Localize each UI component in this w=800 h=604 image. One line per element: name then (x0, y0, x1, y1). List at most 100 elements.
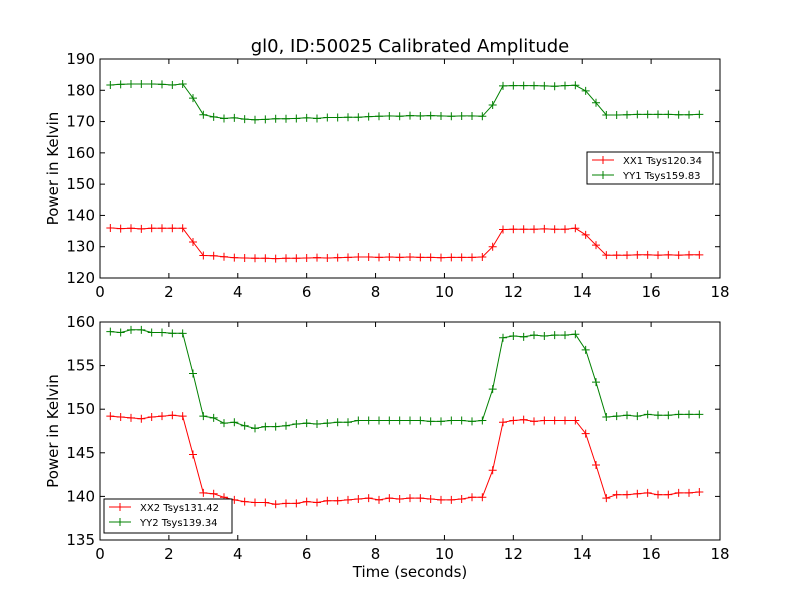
data-point (116, 413, 125, 422)
data-point (654, 110, 662, 119)
data-point (282, 254, 290, 263)
data-point (333, 418, 342, 427)
series-line (110, 414, 700, 505)
data-point (571, 330, 580, 339)
data-point (602, 251, 611, 260)
data-point (158, 224, 166, 233)
data-point (581, 86, 590, 95)
data-point (406, 494, 414, 503)
legend-entry-label: XX2 Tsys131.42 (140, 503, 219, 514)
data-point (209, 489, 218, 498)
data-point (261, 422, 270, 431)
y-tick-label: 150 (66, 175, 95, 193)
data-point (550, 416, 559, 425)
data-point (468, 111, 476, 120)
data-point (189, 450, 197, 459)
data-point (251, 115, 259, 124)
y-tick-label: 140 (66, 487, 95, 505)
bottom-subplot: 0 2 4 6 8 10 12 14 16 18 135 140 145 150 155 160 Power i… (44, 313, 730, 563)
data-point (457, 253, 466, 262)
data-point (375, 112, 383, 121)
data-point (416, 253, 425, 262)
data-point (633, 412, 642, 421)
data-point (271, 422, 280, 431)
data-point (478, 112, 487, 121)
legend-box (103, 498, 233, 534)
data-point (395, 253, 404, 262)
data-point (561, 81, 569, 90)
data-point (158, 80, 166, 89)
series-line (110, 83, 700, 121)
data-point (416, 111, 425, 120)
data-point (581, 230, 590, 239)
data-point (571, 416, 580, 425)
data-point (127, 80, 135, 89)
data-point (633, 250, 642, 259)
data-point (457, 111, 466, 120)
x-tick-label: 4 (233, 283, 243, 301)
y-tick-label: 160 (66, 313, 95, 331)
data-point (426, 111, 435, 120)
data-point (519, 81, 528, 90)
data-point (147, 328, 156, 337)
data-point (251, 424, 259, 433)
data-point (199, 110, 208, 119)
data-point (437, 111, 445, 120)
data-point (602, 413, 611, 422)
data-point (292, 420, 301, 429)
data-point (561, 225, 569, 234)
x-tick-label: 4 (233, 545, 243, 563)
data-point (395, 416, 404, 425)
data-point (240, 421, 249, 430)
legend: XX2 Tsys131.42 YY2 Tsys139.34 (103, 498, 233, 534)
data-point (685, 110, 693, 119)
data-point (519, 415, 528, 424)
x-tick-label: 6 (302, 545, 312, 563)
x-tick-label: 6 (302, 283, 312, 301)
x-tick-label: 2 (164, 283, 174, 301)
legend-entry-label: YY2 Tsys139.34 (139, 518, 218, 529)
data-point (633, 110, 642, 119)
x-tick-label: 12 (504, 283, 523, 301)
data-point (302, 497, 311, 506)
data-point (478, 493, 487, 502)
data-point (147, 224, 156, 233)
data-point (540, 416, 549, 425)
data-point (540, 224, 549, 233)
data-point (468, 253, 476, 262)
data-point (344, 253, 352, 262)
data-point (602, 111, 611, 120)
data-point (643, 250, 652, 259)
data-point (395, 112, 404, 121)
data-point (168, 80, 177, 89)
data-point (375, 253, 383, 262)
data-point (612, 251, 621, 260)
data-point (354, 495, 363, 504)
data-point (685, 250, 693, 259)
data-point (581, 345, 590, 354)
data-point (292, 254, 301, 263)
data-point (478, 416, 487, 425)
data-point (302, 419, 311, 428)
data-point (106, 412, 115, 421)
data-point (654, 251, 662, 260)
y-tick-label: 150 (66, 400, 95, 418)
data-point (271, 254, 280, 263)
data-point (364, 253, 373, 262)
data-point (354, 113, 363, 122)
data-point (499, 418, 507, 427)
data-point (240, 497, 249, 506)
data-point (282, 421, 290, 430)
data-point (251, 498, 259, 507)
data-point (695, 250, 704, 259)
data-point (344, 418, 352, 427)
data-point (313, 253, 321, 262)
x-tick-label: 12 (504, 545, 523, 563)
data-point (447, 416, 456, 425)
data-point (271, 114, 280, 123)
data-point (209, 251, 218, 260)
data-point (499, 225, 507, 234)
data-point (323, 496, 332, 505)
